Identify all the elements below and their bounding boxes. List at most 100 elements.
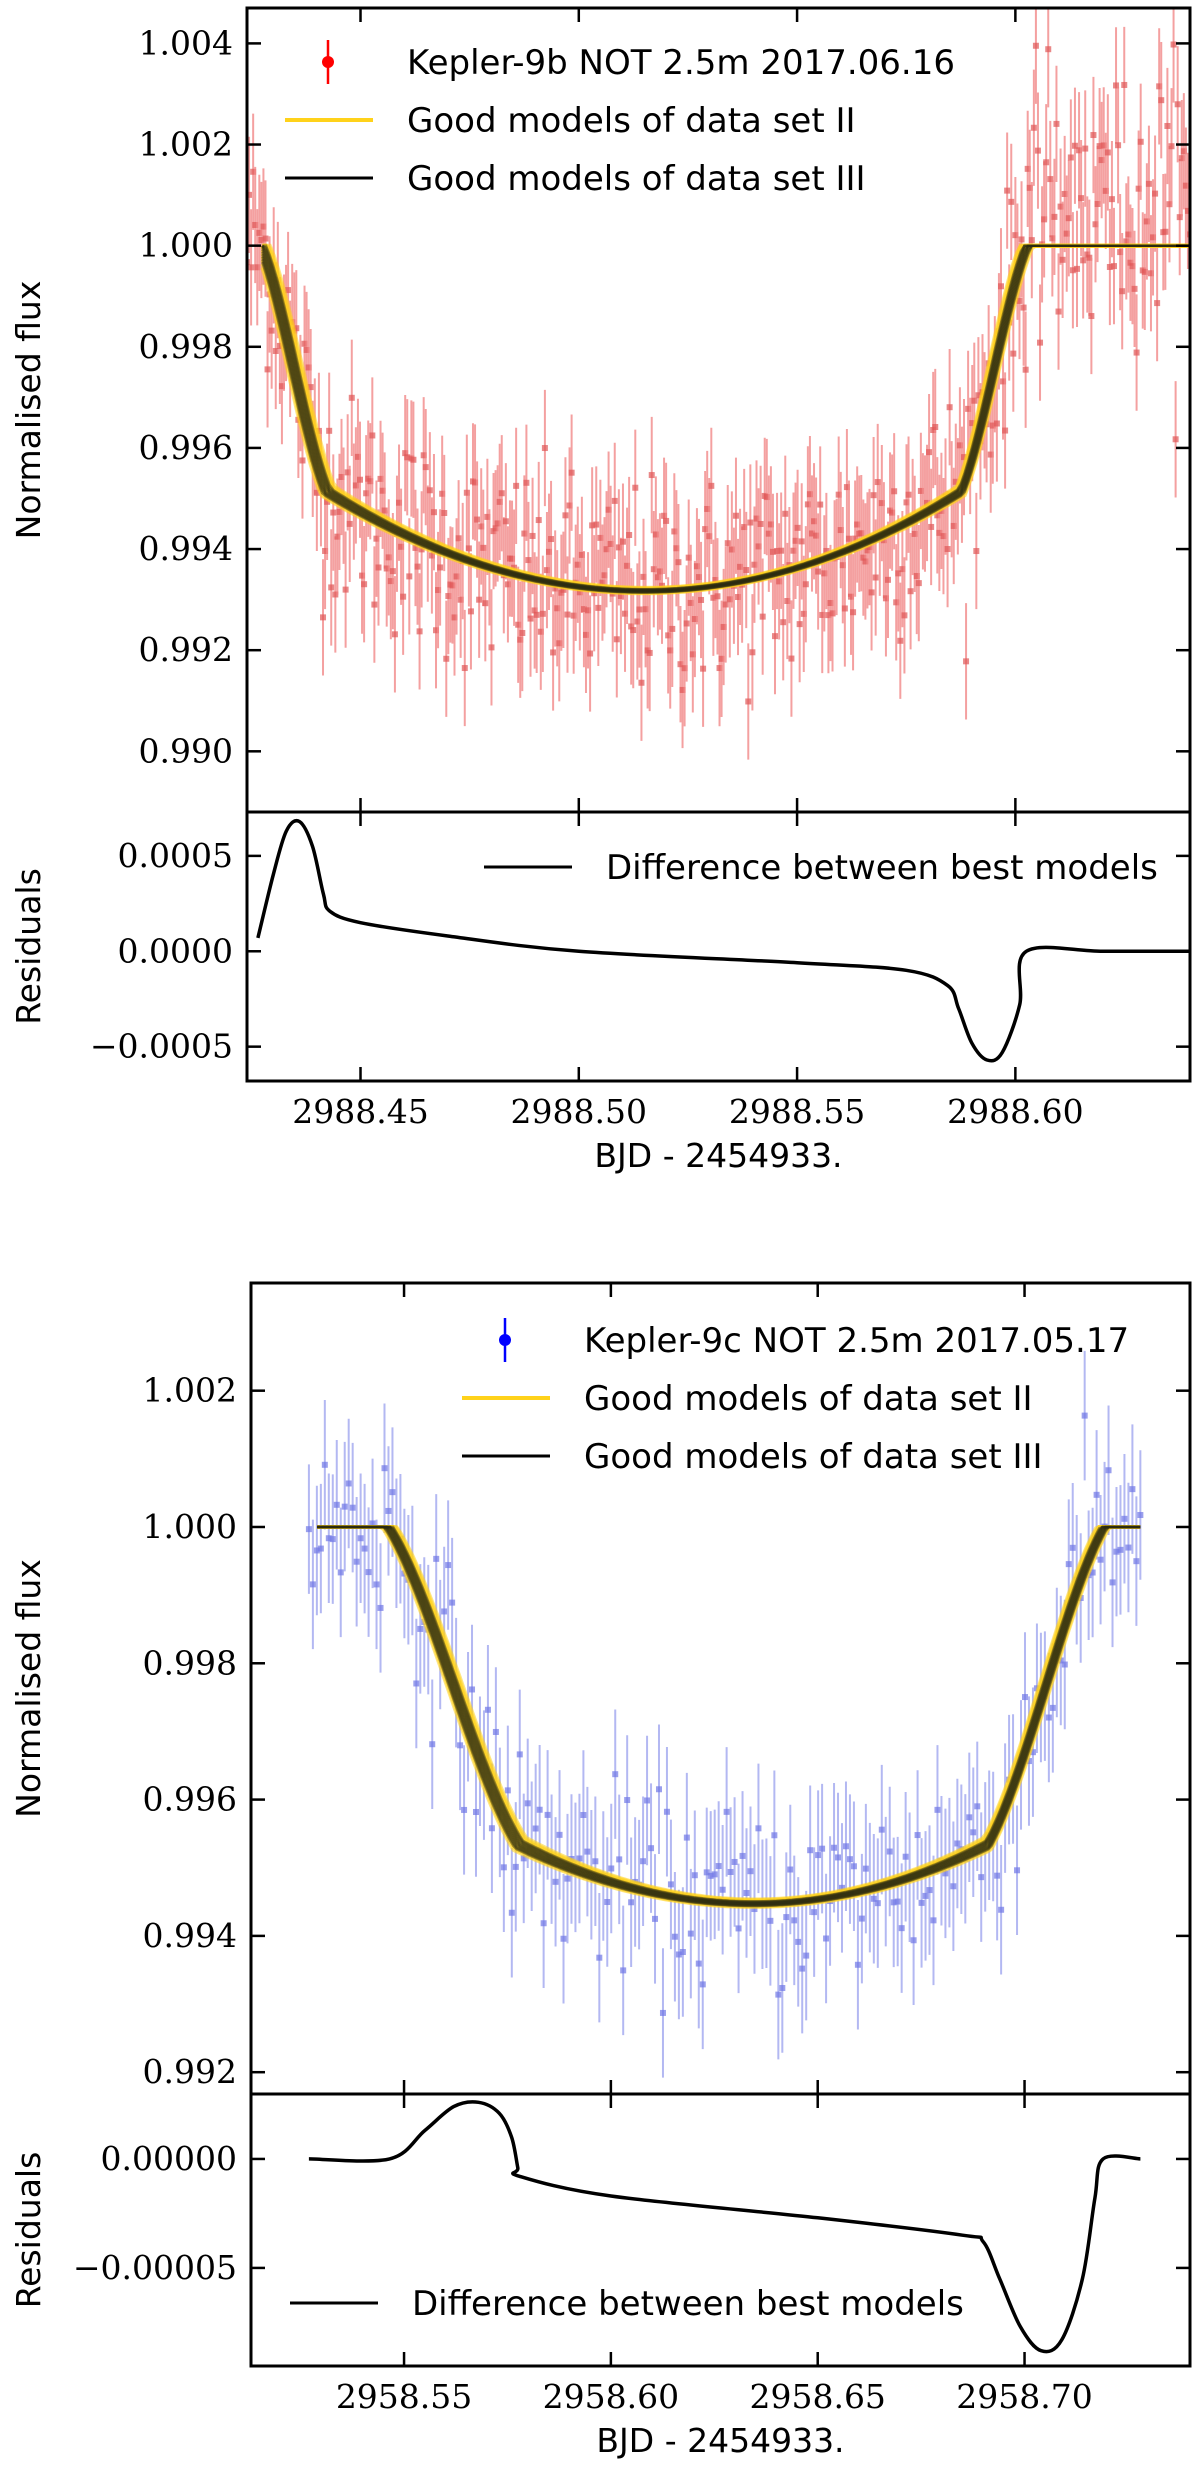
data-point xyxy=(667,1881,674,1888)
data-point xyxy=(683,620,690,627)
data-point xyxy=(587,650,594,657)
data-point xyxy=(439,490,446,497)
data-point xyxy=(1021,1694,1028,1701)
model-II-curve xyxy=(262,243,1190,590)
data-point xyxy=(1152,190,1159,197)
data-point xyxy=(1166,201,1173,208)
legend-entry: Good models of data set III xyxy=(584,1437,1043,1477)
data-point xyxy=(878,500,885,507)
data-point xyxy=(854,1961,861,1968)
data-point xyxy=(313,489,320,496)
data-point xyxy=(272,347,279,354)
data-point xyxy=(354,453,361,460)
data-point xyxy=(827,600,834,607)
data-point xyxy=(585,607,592,614)
data-point xyxy=(1061,1661,1068,1668)
data-point xyxy=(361,581,368,588)
data-point xyxy=(741,524,748,531)
data-point xyxy=(659,2009,666,2016)
legend-entry: Good models of data set III xyxy=(407,159,866,199)
data-point xyxy=(642,606,649,613)
data-point xyxy=(966,1814,973,1821)
data-point xyxy=(1080,257,1087,264)
data-point xyxy=(769,548,776,555)
data-point xyxy=(683,1834,690,1841)
data-point xyxy=(747,519,754,526)
data-point xyxy=(1121,1515,1128,1522)
data-point xyxy=(743,567,750,574)
data-point xyxy=(788,655,795,662)
data-point xyxy=(648,1845,655,1852)
data-point xyxy=(886,1848,893,1855)
data-point xyxy=(839,562,846,569)
data-point xyxy=(780,619,787,626)
legend-entry: Kepler-9b NOT 2.5m 2017.06.16 xyxy=(407,43,955,83)
model-III-curve xyxy=(317,1525,1141,1903)
legend: Kepler-9b NOT 2.5m 2017.06.16 Good models… xyxy=(285,40,955,199)
y-tick-label: 0.994 xyxy=(139,529,233,568)
model-III-curve xyxy=(317,1525,1141,1907)
data-point xyxy=(993,420,1000,427)
data-point xyxy=(620,1967,627,1974)
data-point xyxy=(513,482,520,489)
data-point xyxy=(1045,1714,1052,1721)
data-point xyxy=(352,482,359,489)
data-point xyxy=(589,522,596,529)
data-point xyxy=(437,564,444,571)
data-point xyxy=(576,589,583,596)
data-point xyxy=(552,585,559,592)
data-point xyxy=(691,616,698,623)
data-point xyxy=(1047,176,1054,183)
data-point xyxy=(1063,230,1070,237)
data-point xyxy=(837,527,844,534)
data-point xyxy=(305,364,312,371)
data-point xyxy=(745,698,752,705)
model-III-curve xyxy=(261,244,1190,591)
data-point xyxy=(550,649,557,656)
data-point xyxy=(765,530,772,537)
data-point xyxy=(1078,195,1085,202)
data-point xyxy=(512,1863,519,1870)
data-point xyxy=(728,546,735,553)
data-point xyxy=(325,1535,332,1542)
data-point xyxy=(1178,155,1185,162)
data-point xyxy=(381,1465,388,1472)
data-point xyxy=(815,1852,822,1859)
data-point xyxy=(524,1800,531,1807)
data-point xyxy=(414,563,421,570)
data-point xyxy=(1086,254,1093,261)
data-point xyxy=(404,454,411,461)
model-III-curve xyxy=(317,1525,1141,1906)
data-point xyxy=(303,346,310,353)
data-point xyxy=(858,1915,865,1922)
data-point xyxy=(564,611,571,618)
data-point xyxy=(264,366,271,373)
data-point xyxy=(348,394,355,401)
model-III-curve xyxy=(261,244,1190,592)
data-point xyxy=(607,540,614,547)
data-point xyxy=(934,512,941,519)
model-III-curve xyxy=(261,244,1190,592)
data-point xyxy=(698,596,705,603)
x-axis-label: BJD - 2454933. xyxy=(596,2421,844,2460)
data-point xyxy=(278,383,285,390)
data-point xyxy=(796,621,803,628)
data-point xyxy=(469,1686,476,1693)
data-point xyxy=(467,608,474,615)
data-point xyxy=(254,264,261,271)
data-point xyxy=(850,609,857,616)
data-point xyxy=(1121,81,1128,88)
data-point xyxy=(605,506,612,513)
data-point xyxy=(591,590,598,597)
data-point xyxy=(396,499,403,506)
data-point xyxy=(630,627,637,634)
data-point xyxy=(1067,154,1074,161)
data-point xyxy=(954,1840,961,1847)
data-point xyxy=(389,1489,396,1496)
data-point xyxy=(1105,1467,1112,1474)
data-point xyxy=(792,537,799,544)
data-point xyxy=(702,526,709,533)
data-point xyxy=(451,614,458,621)
data-point xyxy=(787,1866,794,1873)
y-tick-label: 0.0000 xyxy=(118,931,233,970)
